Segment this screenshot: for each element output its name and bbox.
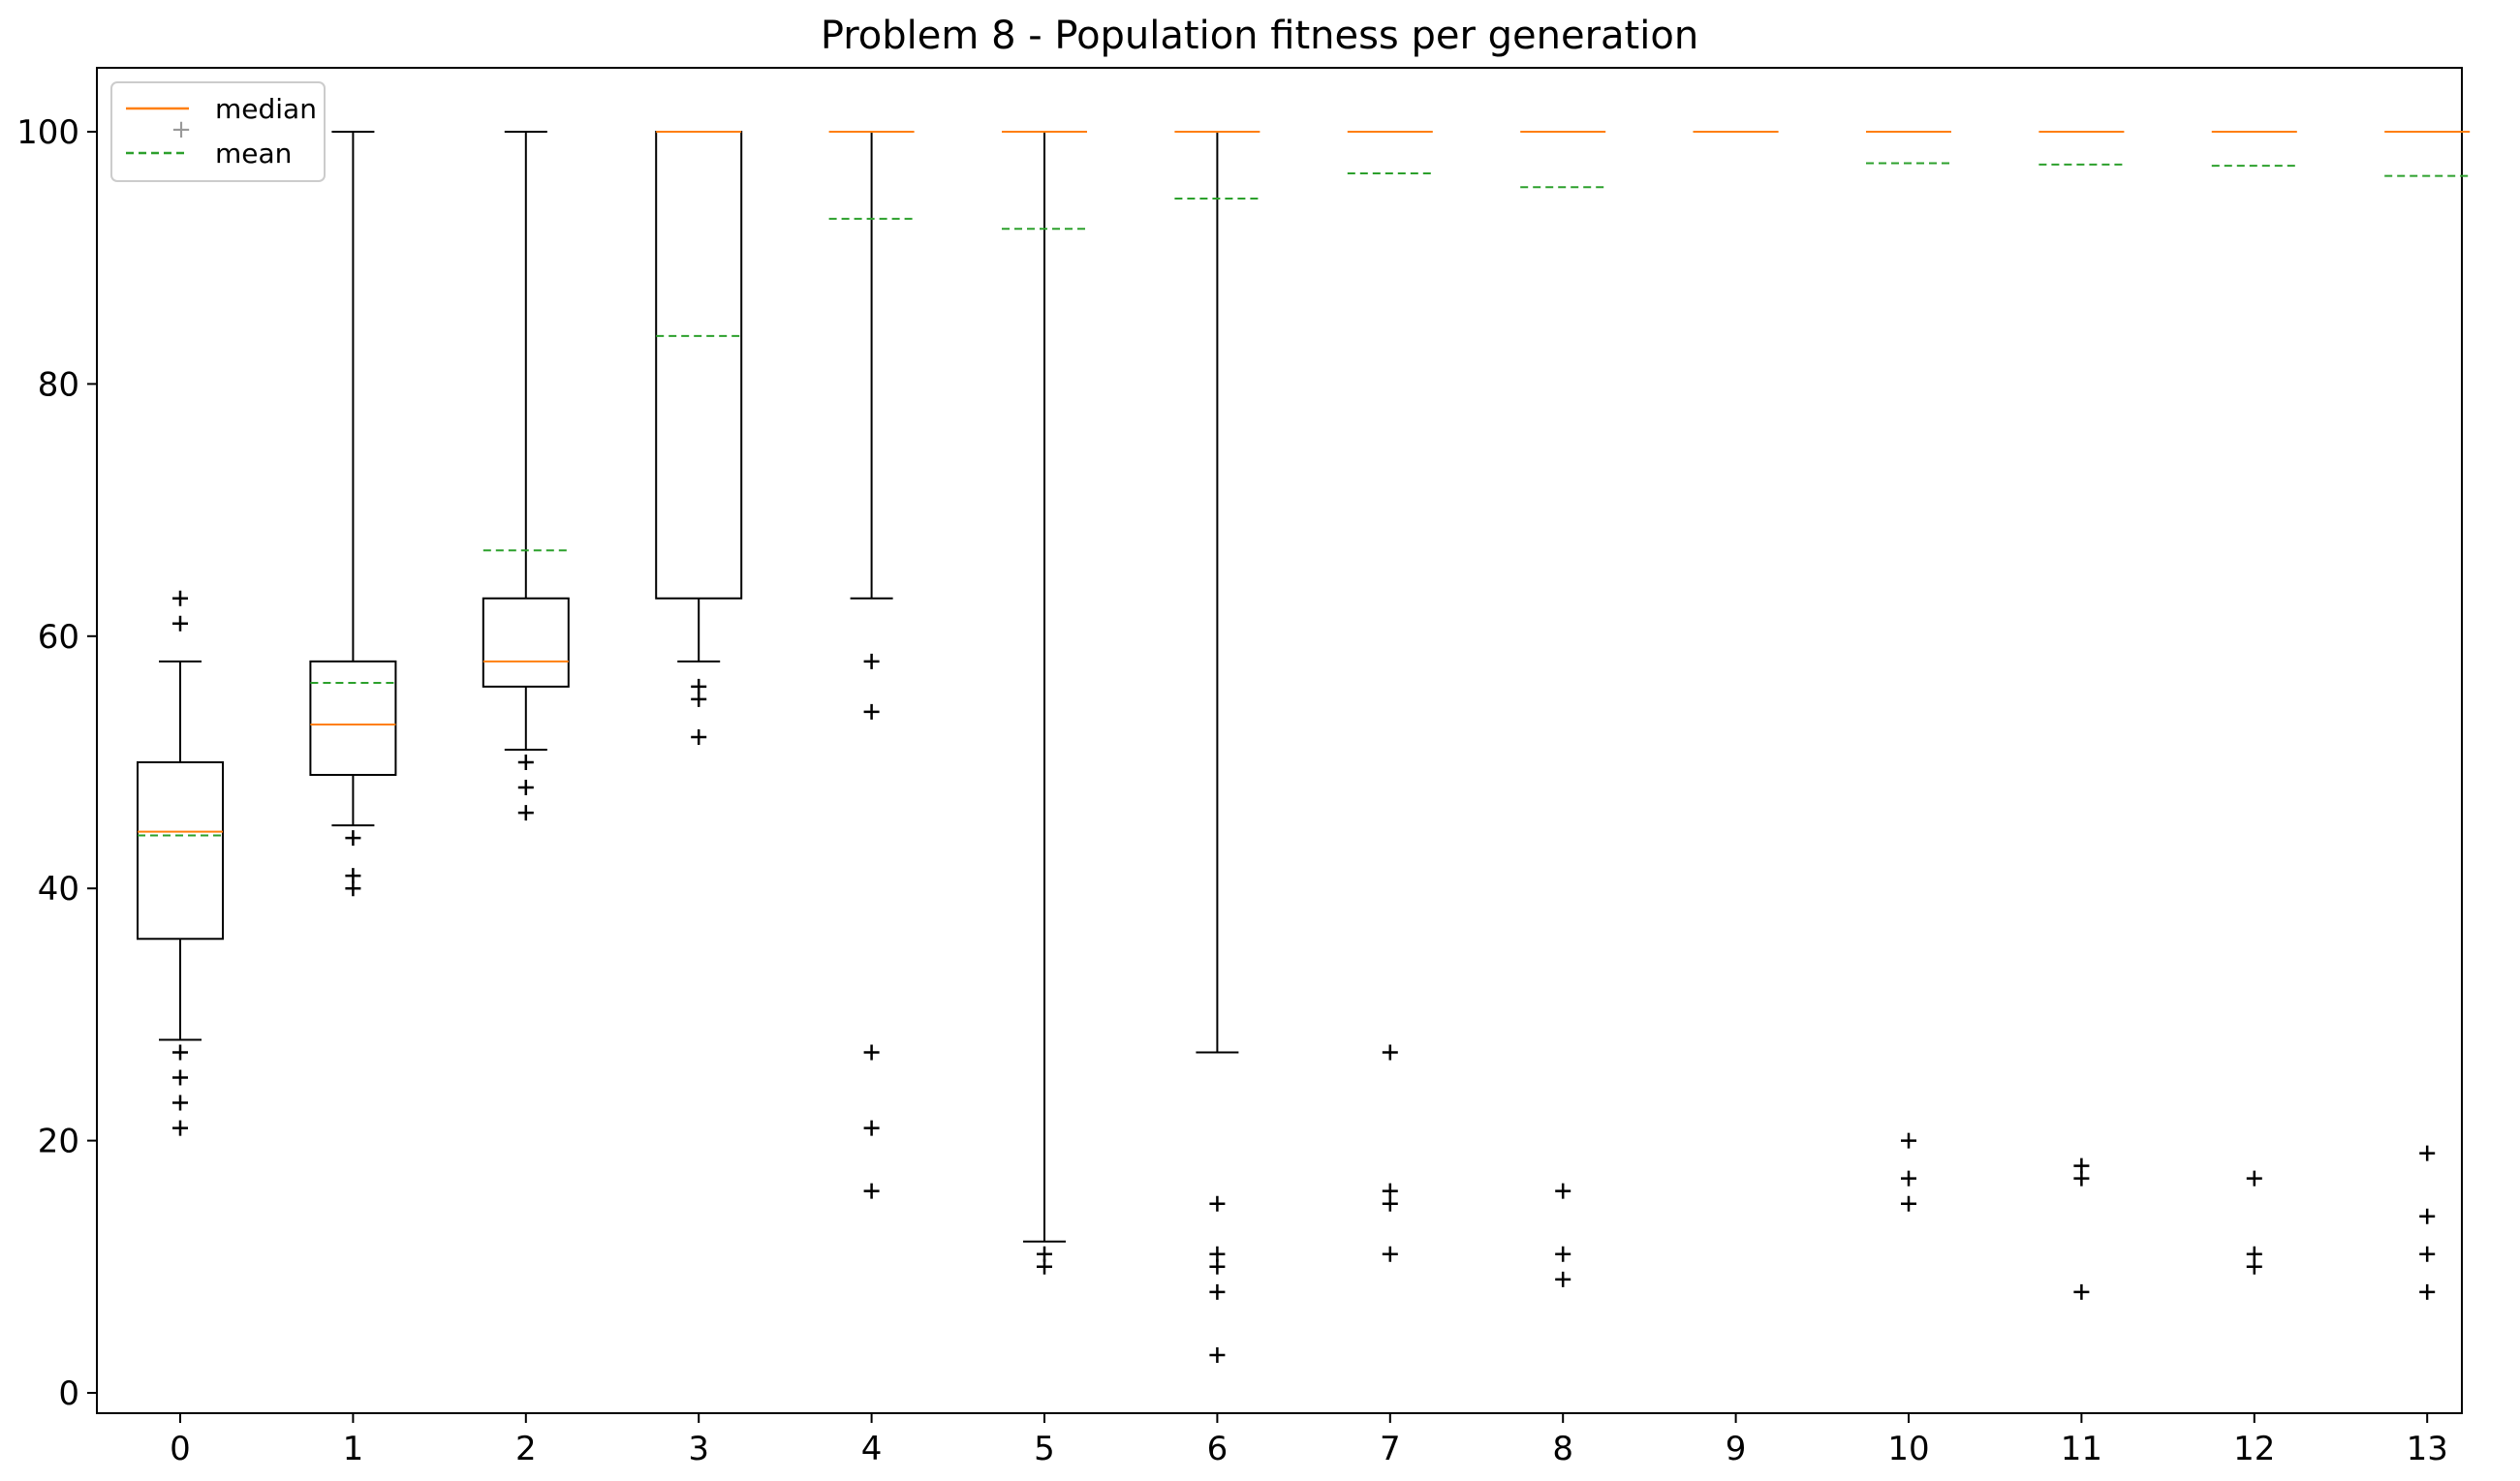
flier-point [2419, 1246, 2436, 1262]
x-tick-label: 12 [2233, 1430, 2275, 1468]
flier-point [691, 728, 707, 745]
box-iqr [482, 597, 570, 688]
x-tick-label: 1 [343, 1430, 364, 1468]
flier-point [2419, 1283, 2436, 1300]
plot-area-frame [96, 67, 2463, 1414]
x-tick-label: 11 [2061, 1430, 2102, 1468]
flier-point [863, 653, 880, 669]
flier-point [1555, 1183, 1571, 1199]
box-group-13 [2384, 131, 2471, 1300]
flier-point [1209, 1283, 1226, 1300]
box-series [137, 131, 2471, 1363]
flier-point [1209, 1346, 1226, 1363]
legend-mean-label: mean [215, 138, 292, 170]
y-tick-label: 0 [58, 1374, 79, 1413]
legend-frame [110, 81, 326, 182]
y-tick-label: 40 [38, 870, 79, 909]
flier-point [1901, 1195, 1916, 1212]
box-group-7 [1347, 131, 1433, 1262]
x-tick-label: 6 [1207, 1430, 1229, 1468]
flier-point [172, 1069, 188, 1086]
flier-point [2073, 1283, 2090, 1300]
flier-point [863, 1044, 880, 1061]
flier-point [172, 590, 188, 606]
box-group-3 [655, 131, 743, 745]
box-iqr [655, 131, 743, 600]
flier-point [2073, 1157, 2090, 1174]
flier-point [1037, 1246, 1052, 1262]
flier-point [517, 780, 534, 796]
box-group-6 [1174, 131, 1260, 1363]
flier-point [863, 1120, 880, 1136]
flier-point [345, 868, 361, 884]
flier-point [1901, 1170, 1916, 1187]
y-tick-label: 60 [38, 618, 79, 657]
box-group-4 [828, 131, 915, 1199]
x-tick-label: 2 [515, 1430, 537, 1468]
x-tick-label: 9 [1726, 1430, 1747, 1468]
x-tick-label: 10 [1887, 1430, 1929, 1468]
x-tick-label: 13 [2407, 1430, 2448, 1468]
x-tick-label: 4 [861, 1430, 883, 1468]
flier-point [2246, 1246, 2262, 1262]
flier-point [1382, 1044, 1398, 1061]
flier-point [2246, 1170, 2262, 1187]
flier-point [1901, 1132, 1916, 1149]
box-group-10 [1866, 131, 1951, 1212]
flier-point [863, 703, 880, 720]
flier-point [1382, 1246, 1398, 1262]
flier-point [2419, 1145, 2436, 1161]
box-group-5 [1002, 131, 1087, 1275]
flier-point [172, 1120, 188, 1136]
box-group-2 [482, 131, 570, 821]
flier-point [172, 615, 188, 632]
x-tick-label: 8 [1552, 1430, 1573, 1468]
y-tick-label: 80 [38, 365, 79, 404]
flier-point [345, 830, 361, 847]
box-group-8 [1520, 131, 1606, 1287]
x-tick-label: 3 [688, 1430, 709, 1468]
x-axis: 0 1 2 3 4 5 6 7 8 9 10 11 12 13 [170, 1413, 2448, 1468]
legend-median-label: median [215, 93, 317, 125]
flier-point [1209, 1246, 1226, 1262]
flier-point [1555, 1246, 1571, 1262]
box-group-12 [2211, 131, 2297, 1275]
box-iqr [309, 660, 397, 777]
y-axis: 0 20 40 60 80 100 [16, 113, 97, 1413]
x-tick-label: 0 [170, 1430, 191, 1468]
box-group-11 [2038, 131, 2125, 1300]
chart-title: Problem 8 - Population fitness per gener… [821, 14, 1698, 58]
x-tick-label: 7 [1380, 1430, 1401, 1468]
box-iqr [137, 761, 224, 941]
flier-point [172, 1044, 188, 1061]
flier-point [2419, 1208, 2436, 1224]
flier-point [1555, 1271, 1571, 1287]
flier-point [1382, 1183, 1398, 1199]
flier-point [172, 1095, 188, 1111]
box-group-0 [137, 590, 224, 1136]
flier-point [1209, 1195, 1226, 1212]
flier-point [517, 805, 534, 821]
legend: + median mean [110, 81, 326, 182]
y-tick-label: 100 [16, 113, 79, 152]
box-group-1 [309, 131, 397, 897]
flier-point [691, 678, 707, 694]
flier-point [863, 1183, 880, 1199]
y-tick-label: 20 [38, 1123, 79, 1161]
x-tick-label: 5 [1034, 1430, 1055, 1468]
legend-flier-swatch: + [171, 115, 192, 144]
flier-point [517, 755, 534, 770]
